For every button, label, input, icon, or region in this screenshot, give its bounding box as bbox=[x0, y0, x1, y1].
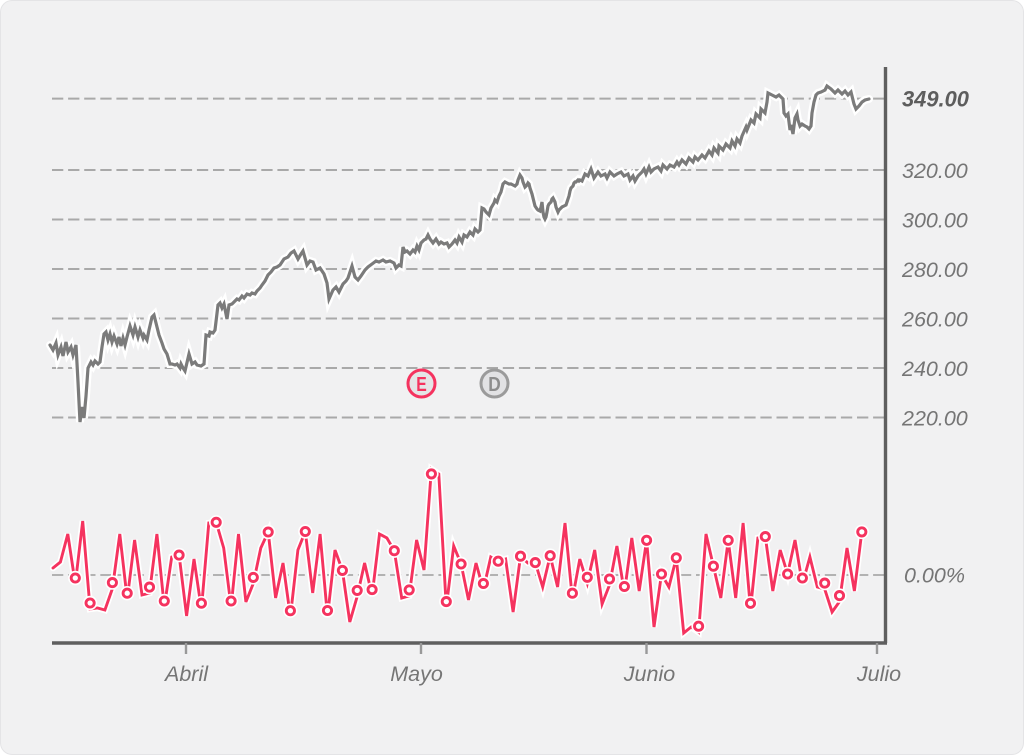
svg-text:349.00: 349.00 bbox=[902, 87, 970, 112]
svg-text:0.00%: 0.00% bbox=[904, 564, 965, 588]
svg-text:Julio: Julio bbox=[856, 662, 901, 686]
svg-text:D: D bbox=[488, 374, 501, 396]
svg-text:Junio: Junio bbox=[623, 662, 675, 686]
svg-text:E: E bbox=[416, 374, 427, 396]
svg-text:260.00: 260.00 bbox=[901, 307, 968, 331]
svg-text:220.00: 220.00 bbox=[901, 406, 968, 430]
svg-text:Abril: Abril bbox=[163, 662, 209, 686]
svg-text:240.00: 240.00 bbox=[901, 357, 968, 381]
svg-text:Mayo: Mayo bbox=[390, 662, 443, 686]
svg-text:320.00: 320.00 bbox=[902, 159, 968, 183]
svg-text:300.00: 300.00 bbox=[902, 208, 968, 232]
svg-text:280.00: 280.00 bbox=[901, 258, 968, 282]
